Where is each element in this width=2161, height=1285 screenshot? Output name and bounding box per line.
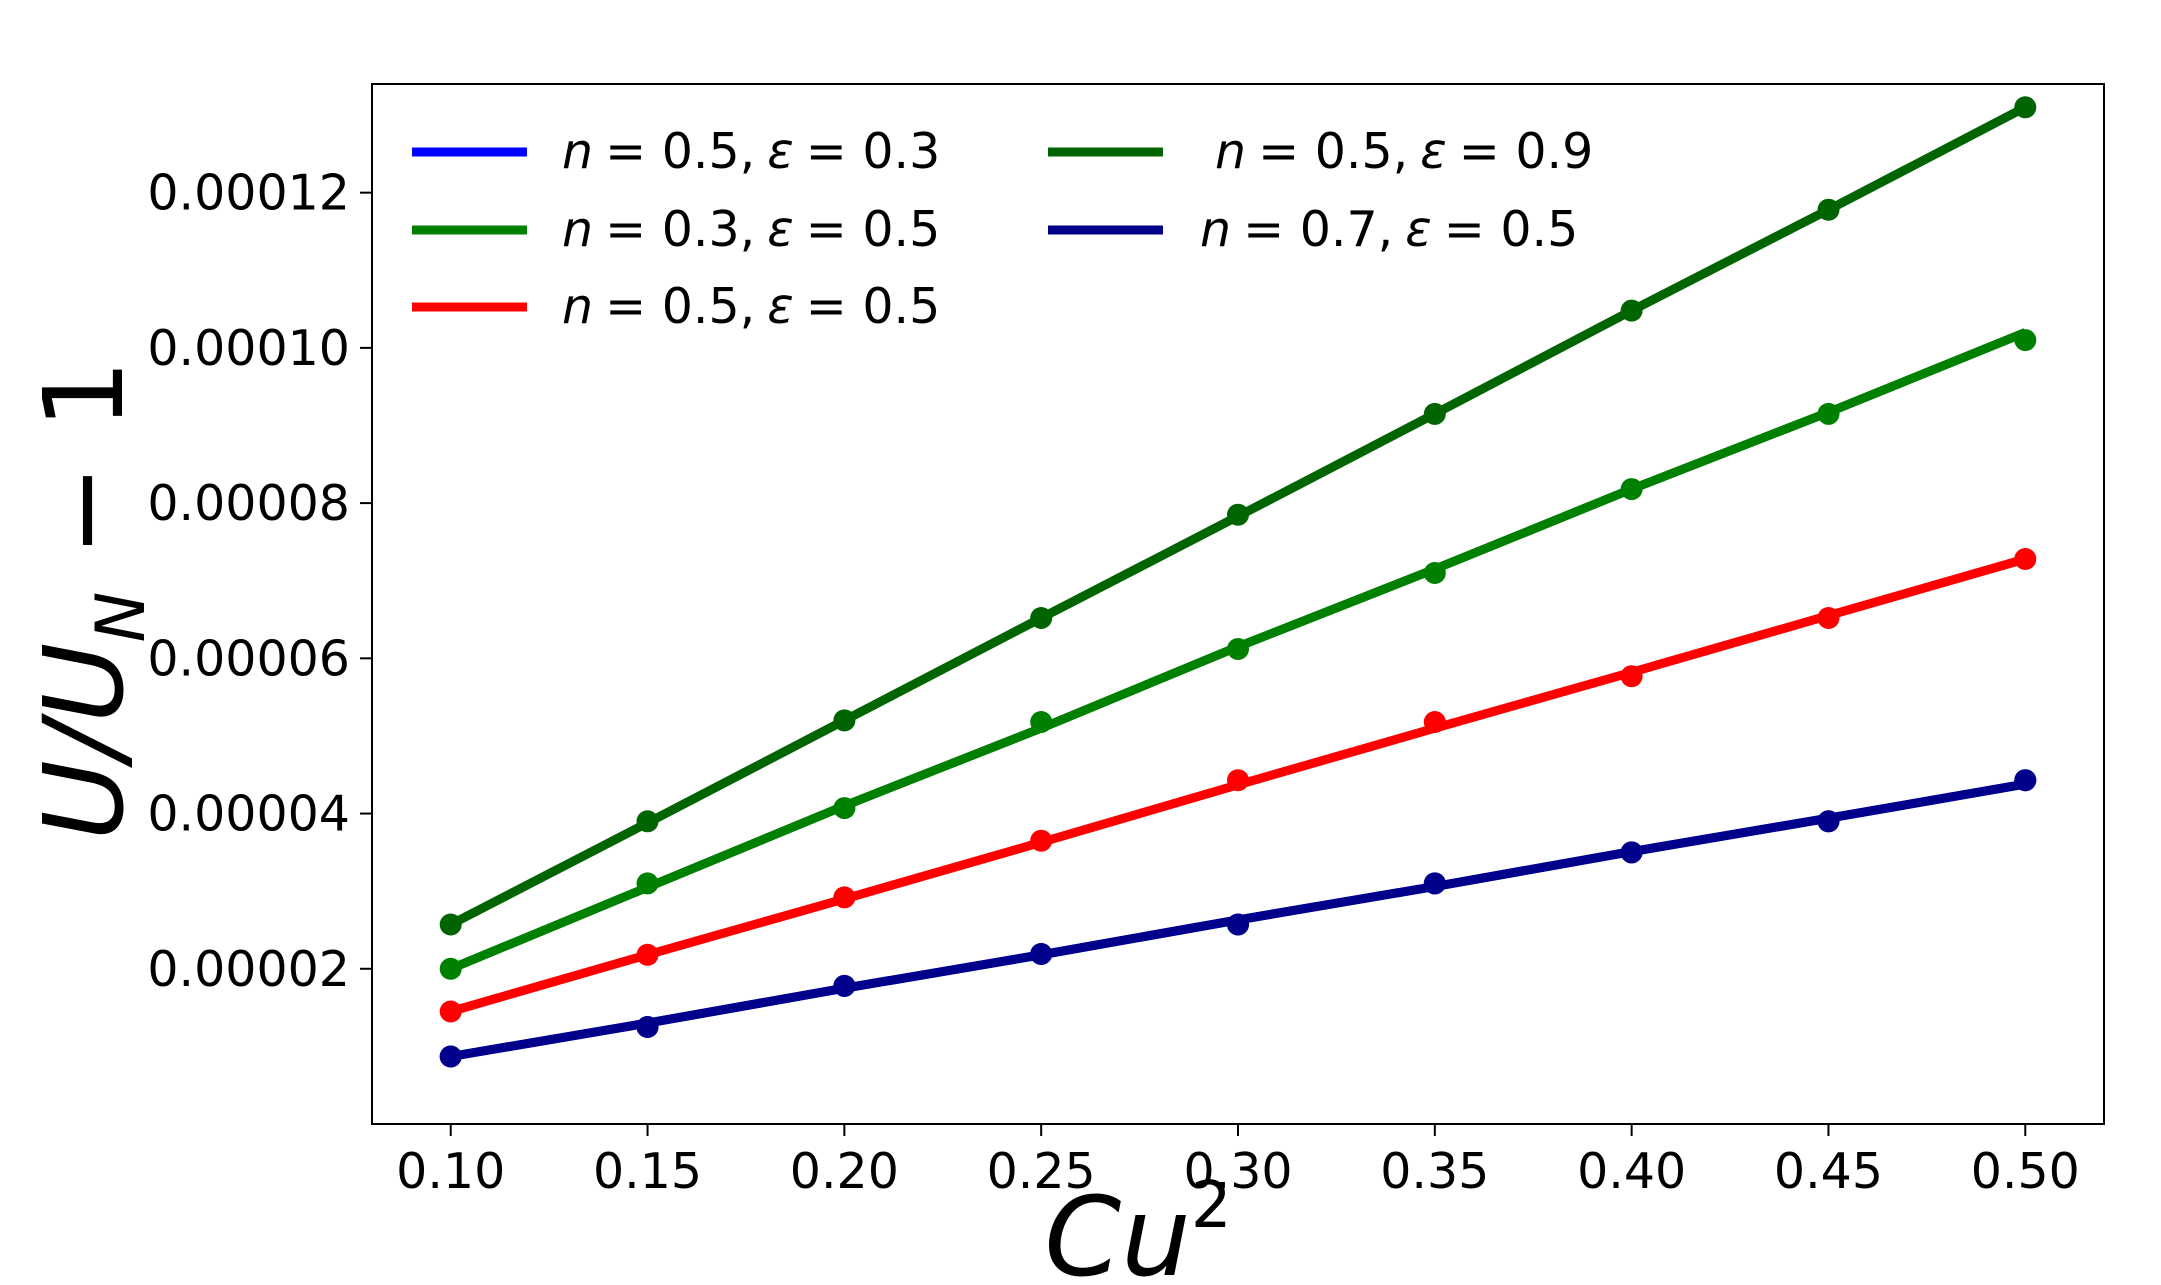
legend-label: n = 0.5, ε = 0.5	[562, 278, 940, 335]
data-point	[1817, 198, 1840, 221]
data-point	[833, 797, 856, 820]
x-tick-label: 0.15	[593, 1143, 702, 1200]
x-axis-title: Cu2	[1044, 1169, 1231, 1285]
plot-area	[439, 96, 2037, 1068]
y-tick-label: 0.00008	[147, 475, 350, 532]
data-point	[1423, 711, 1446, 733]
legend-label-part: = 0.7,	[1243, 201, 1393, 258]
data-point	[1030, 943, 1053, 965]
legend-label-part: ε	[767, 201, 794, 258]
data-point	[2014, 769, 2037, 792]
legend-label-part: n	[1215, 123, 1246, 180]
data-point	[1030, 829, 1053, 852]
legend-label-part: = 0.5,	[605, 278, 755, 335]
svg-text:U/UN − 1: U/UN − 1	[20, 359, 161, 840]
legend-label-part: n	[562, 278, 593, 335]
data-point	[833, 974, 856, 997]
legend-label-part: n	[562, 123, 593, 180]
legend-label-part: = 0.3,	[605, 201, 755, 258]
x-tick-label: 0.10	[396, 1143, 505, 1200]
legend-label-part: ε	[767, 123, 794, 180]
data-point	[2014, 329, 2037, 352]
data-point	[1423, 402, 1446, 425]
x-tick-label: 0.30	[1183, 1143, 1292, 1200]
x-tick-label: 0.40	[1577, 1143, 1686, 1200]
y-axis-title: U/UN − 1	[20, 359, 161, 840]
legend-label-part: n	[1200, 201, 1231, 258]
data-point	[1423, 872, 1446, 895]
data-point	[439, 1000, 462, 1023]
legend-label-part: = 0.5	[806, 278, 941, 335]
legend-label-part: = 0.5	[1444, 201, 1579, 258]
data-point	[1817, 402, 1840, 425]
legend-label-part: ε	[1420, 123, 1447, 180]
data-point	[636, 872, 659, 895]
data-point	[1030, 711, 1053, 733]
y-tick-label: 0.00004	[147, 786, 350, 843]
legend: n = 0.5, ε = 0.3n = 0.3, ε = 0.5n = 0.5, ε = 0.5n…	[412, 123, 1593, 335]
series-1	[439, 328, 2037, 980]
series-4	[439, 769, 2037, 1068]
legend-label-part: ε	[767, 278, 794, 335]
x-tick-label: 0.20	[790, 1143, 899, 1200]
data-point	[833, 709, 856, 732]
data-point	[1030, 607, 1053, 629]
y-axis: 0.00002 0.00004 0.00006 0.00008 0.00010 0.000…	[147, 165, 372, 998]
y-tick-label: 0.00002	[147, 941, 350, 998]
data-point	[1817, 810, 1840, 833]
legend-label: n = 0.7, ε = 0.5	[1200, 201, 1578, 258]
data-point	[439, 957, 462, 980]
y-tick-label: 0.00006	[147, 630, 350, 687]
legend-label-part: = 0.3	[806, 123, 941, 180]
data-point	[1227, 638, 1249, 660]
series-2	[439, 548, 2037, 1023]
legend-label-part: ε	[1405, 201, 1432, 258]
data-point	[1227, 503, 1249, 526]
x-tick-label: 0.35	[1380, 1143, 1489, 1200]
data-point	[439, 1045, 462, 1068]
legend-label: n = 0.5, ε = 0.3	[562, 123, 940, 180]
series-3	[439, 96, 2037, 936]
legend-label: n = 0.5, ε = 0.9	[1215, 123, 1593, 180]
data-point	[1227, 769, 1249, 792]
data-point	[1620, 665, 1643, 688]
legend-label-part: = 0.5,	[605, 123, 755, 180]
legend-item: n = 0.7, ε = 0.5	[1048, 201, 1578, 258]
x-axis: 0.10 0.15 0.20 0.25 0.30 0.35 0.40 0.45 0.50	[396, 1124, 2080, 1200]
legend-label-part: = 0.5,	[1258, 123, 1408, 180]
legend-label-part: = 0.9	[1459, 123, 1594, 180]
data-point	[1227, 913, 1249, 936]
data-point	[1620, 299, 1643, 322]
y-tick-label: 0.00012	[147, 165, 350, 222]
data-point	[1817, 607, 1840, 629]
legend-label-part: = 0.5	[806, 201, 941, 258]
data-point	[833, 886, 856, 909]
legend-item: n = 0.5, ε = 0.3	[412, 123, 940, 180]
x-tick-label: 0.50	[1971, 1143, 2080, 1200]
data-point	[1423, 562, 1446, 584]
legend-label-part: n	[562, 201, 593, 258]
data-point	[636, 1016, 659, 1038]
y-tick-label: 0.00010	[147, 320, 350, 377]
data-point	[439, 913, 462, 936]
data-point	[2014, 548, 2037, 570]
data-point	[1620, 478, 1643, 501]
legend-item: n = 0.5, ε = 0.5	[412, 278, 940, 335]
data-point	[2014, 96, 2037, 119]
data-point	[636, 810, 659, 833]
data-point	[1620, 841, 1643, 864]
legend-item: n = 0.5, ε = 0.9	[1048, 123, 1593, 180]
x-tick-label: 0.25	[987, 1143, 1096, 1200]
legend-label: n = 0.3, ε = 0.5	[562, 201, 940, 258]
legend-item: n = 0.3, ε = 0.5	[412, 201, 940, 258]
x-tick-label: 0.45	[1774, 1143, 1883, 1200]
data-point	[636, 943, 659, 966]
